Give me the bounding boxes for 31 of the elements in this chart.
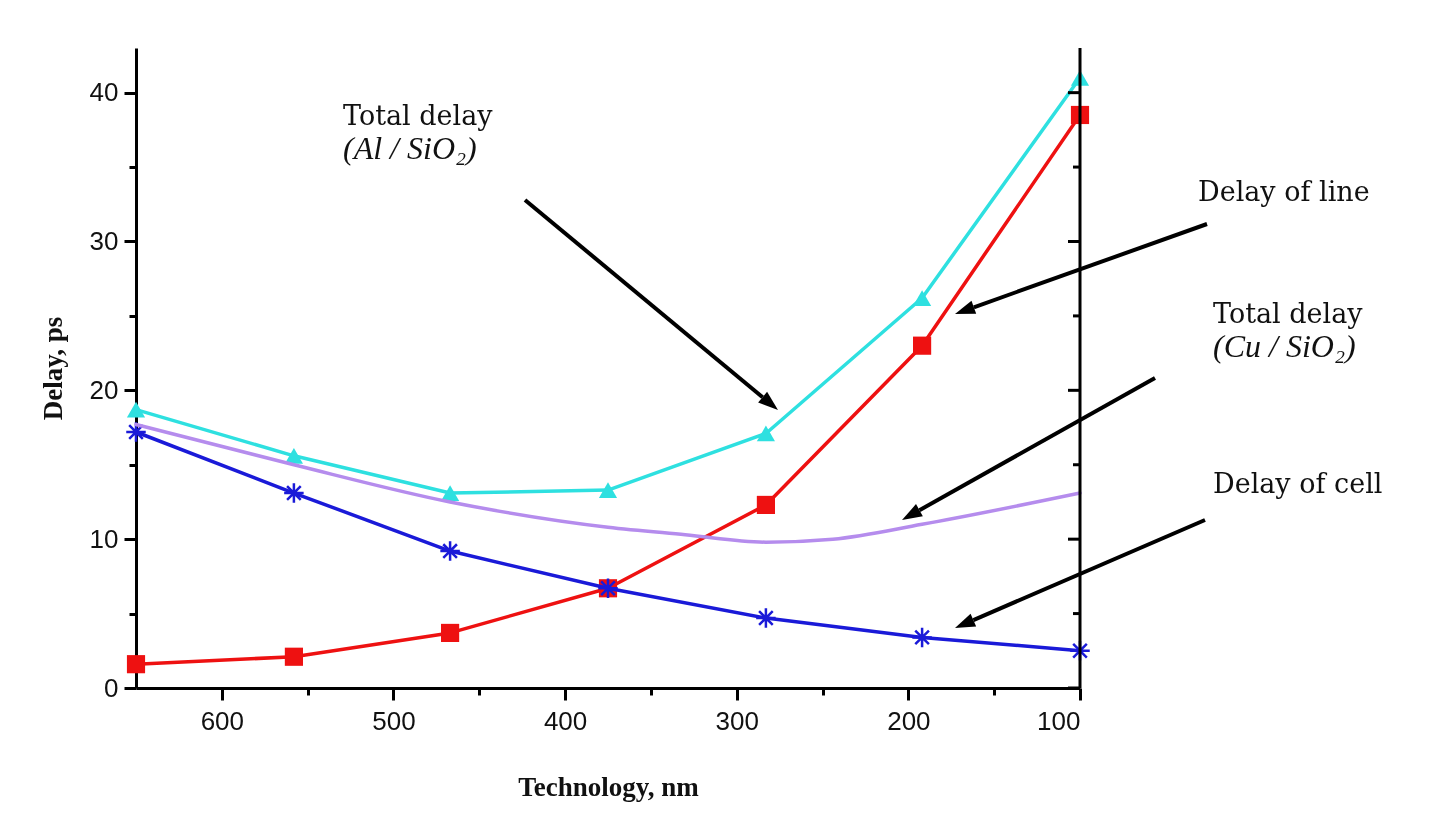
y-tick-label: 40: [89, 77, 119, 108]
y-tick-label: 0: [104, 672, 119, 703]
point: [439, 540, 462, 563]
point: [913, 336, 932, 355]
point: [282, 482, 305, 505]
point: [913, 290, 932, 306]
text: Total delay (Cu / SiO₂): [1213, 298, 1363, 364]
annotation: Total delay (Al / SiO₂): [343, 100, 493, 166]
point: [756, 495, 775, 515]
x-tick-label: 100: [1037, 705, 1081, 736]
x-axis-title: Technology, nm: [518, 771, 700, 802]
y-tick-label: 20: [89, 374, 119, 405]
point: [126, 401, 146, 418]
x-tick-label: 200: [887, 705, 931, 736]
text: Delay of line: [1198, 176, 1370, 207]
point: [598, 482, 618, 498]
text: Delay of cell: [1213, 468, 1383, 499]
x-tick-label: 600: [200, 705, 245, 736]
point: [126, 655, 146, 674]
y-tick-label: 30: [89, 225, 119, 256]
point: [441, 623, 460, 643]
point: [754, 607, 777, 630]
point: [911, 626, 934, 649]
point: [756, 425, 775, 442]
point: [284, 647, 303, 666]
y-axis-title: Delay, ps: [37, 316, 68, 421]
y-tick-label: 10: [89, 523, 119, 554]
x-tick-label: 500: [372, 705, 416, 736]
x-tick-label: 400: [543, 705, 588, 736]
line-series: [134, 422, 1082, 544]
x-tick-label: 300: [715, 705, 759, 736]
